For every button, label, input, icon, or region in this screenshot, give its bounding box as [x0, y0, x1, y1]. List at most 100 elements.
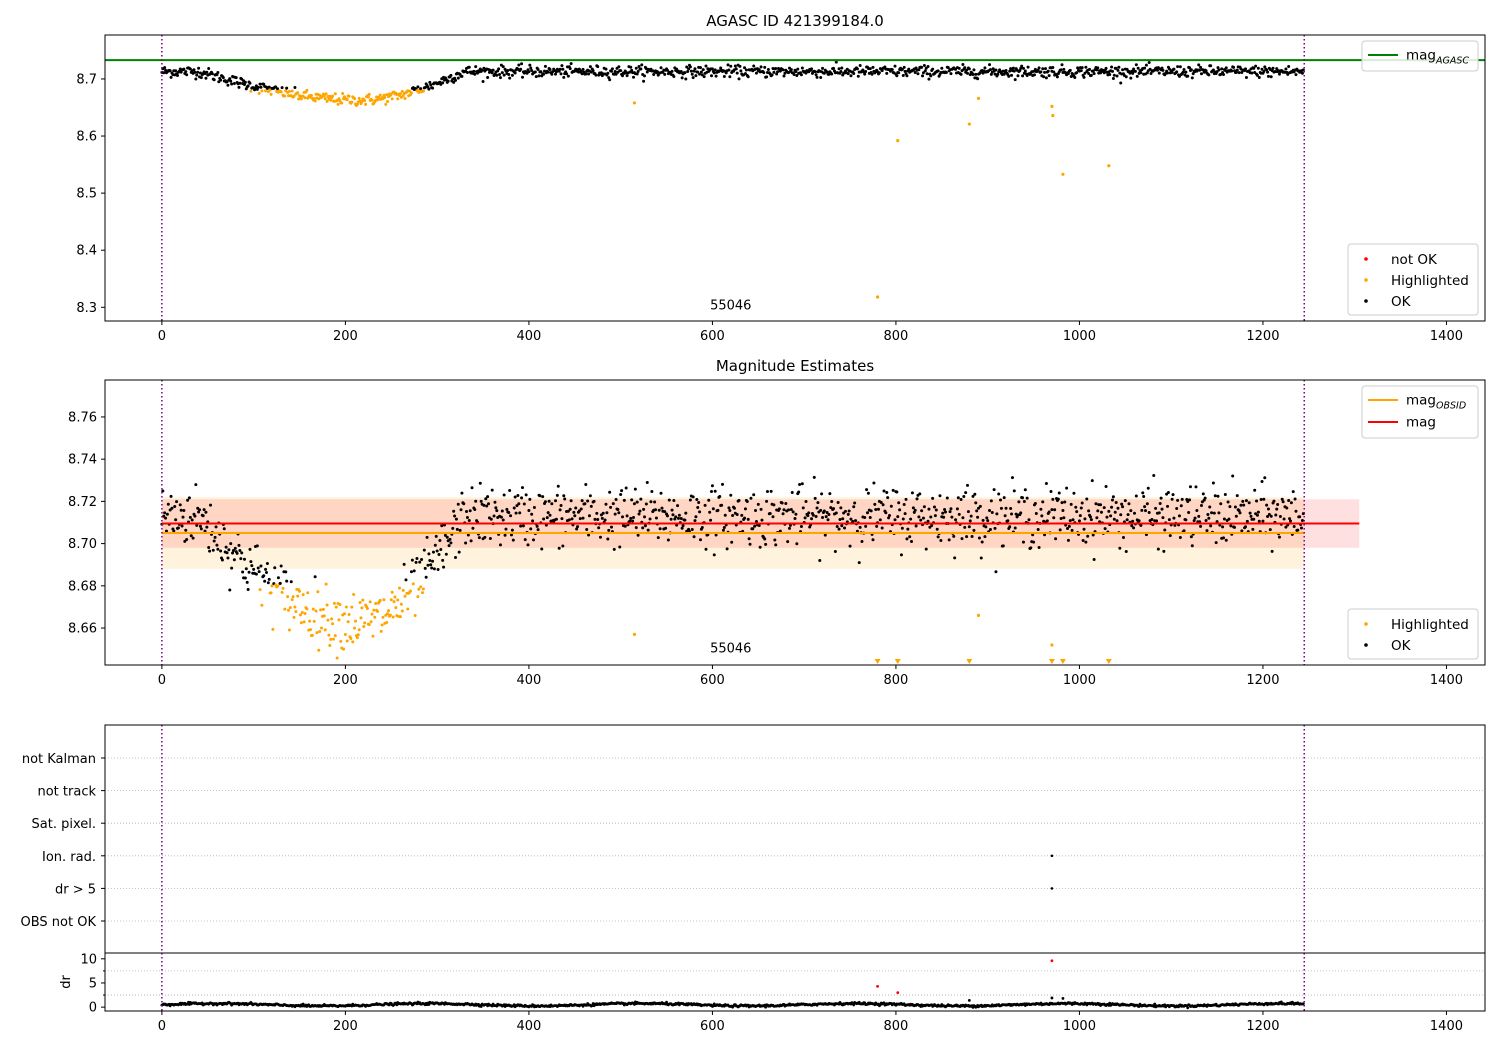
ok-point: [259, 85, 263, 89]
ok-point: [920, 65, 924, 69]
ok-point: [676, 504, 680, 508]
ok-point: [460, 491, 464, 495]
ok-point: [583, 502, 587, 506]
ok-point: [491, 68, 495, 72]
ok-point: [548, 68, 552, 72]
ok-point: [497, 67, 501, 71]
ok-point: [671, 513, 675, 517]
ok-point: [289, 580, 293, 584]
ok-point: [921, 516, 925, 520]
ok-point: [1293, 497, 1297, 501]
highlighted-point: [357, 628, 361, 632]
ok-point: [1237, 71, 1241, 75]
highlighted-point: [411, 582, 415, 586]
ok-point: [182, 67, 186, 71]
ok-point: [533, 70, 537, 74]
ok-point: [684, 77, 688, 81]
ok-point: [559, 503, 563, 507]
ok-point: [841, 517, 845, 521]
highlighted-point: [326, 618, 330, 622]
ok-point: [1108, 73, 1112, 77]
ok-point: [481, 79, 485, 83]
x-tick-label: 200: [333, 1019, 358, 1034]
ok-point: [1292, 525, 1296, 529]
ok-point: [1222, 517, 1226, 521]
ok-point: [643, 515, 647, 519]
ok-point: [1162, 549, 1166, 553]
ok-point: [710, 74, 714, 78]
highlighted-point: [349, 636, 353, 640]
highlighted-point: [324, 582, 328, 586]
highlighted-point: [276, 584, 279, 588]
ok-point: [1098, 520, 1102, 524]
highlighted-point: [305, 607, 309, 611]
ok-point: [255, 544, 259, 548]
ok-point: [594, 73, 598, 77]
ok-point: [469, 539, 473, 543]
ok-point: [604, 67, 608, 71]
ok-point: [690, 72, 694, 76]
ok-point: [1059, 517, 1063, 521]
highlighted-point: [330, 617, 334, 621]
ok-point: [759, 507, 763, 511]
ok-point: [485, 504, 489, 508]
ok-point: [889, 504, 893, 508]
highlighted-point: [325, 99, 329, 103]
ok-point: [979, 556, 983, 560]
ok-point: [410, 558, 414, 562]
ok-point: [929, 74, 933, 78]
ok-point: [1056, 497, 1060, 501]
ok-point: [425, 535, 429, 539]
ok-point: [851, 520, 855, 524]
ok-point: [1199, 524, 1203, 528]
ok-point: [435, 549, 439, 553]
ok-point: [897, 71, 901, 75]
ok-point: [1178, 536, 1182, 540]
highlighted-point: [378, 598, 382, 602]
ok-point: [704, 547, 708, 551]
ok-point: [509, 514, 513, 518]
ok-point: [1177, 514, 1181, 518]
ok-point: [1134, 63, 1138, 67]
ok-point: [745, 500, 749, 504]
ok-point: [729, 493, 733, 497]
ok-point: [827, 512, 831, 516]
ok-point: [614, 72, 618, 76]
ok-point: [175, 500, 179, 504]
ok-point: [1299, 526, 1303, 530]
ok-point: [473, 508, 477, 512]
ok-point: [950, 515, 954, 519]
ok-point: [901, 73, 905, 77]
ok-point: [959, 72, 963, 76]
ok-point: [578, 517, 582, 521]
ok-point: [490, 488, 494, 492]
ok-point: [1266, 514, 1270, 518]
ok-point: [872, 481, 876, 485]
ok-point: [899, 553, 903, 557]
ok-point: [1220, 67, 1224, 71]
ok-point: [256, 566, 260, 570]
ok-point: [865, 488, 869, 492]
ok-point: [994, 570, 998, 574]
ok-point: [659, 66, 663, 70]
ok-point: [243, 576, 247, 580]
ok-point: [634, 526, 638, 530]
highlighted-point: [346, 620, 350, 624]
ok-point: [264, 571, 268, 575]
ok-point: [917, 68, 921, 72]
highlighted-point: [356, 633, 360, 637]
ok-point: [240, 551, 244, 555]
highlighted-point: [355, 636, 359, 640]
ok-point: [744, 68, 748, 72]
ok-point: [1195, 509, 1199, 513]
ok-point: [754, 71, 758, 75]
ok-point: [1107, 509, 1111, 513]
ok-point: [868, 515, 872, 519]
ok-point: [1037, 545, 1041, 549]
ok-point: [432, 567, 436, 571]
ok-point: [925, 72, 929, 76]
ok-point: [822, 509, 826, 513]
legend-label: magOBSID: [1406, 393, 1466, 412]
ok-point: [993, 72, 997, 76]
